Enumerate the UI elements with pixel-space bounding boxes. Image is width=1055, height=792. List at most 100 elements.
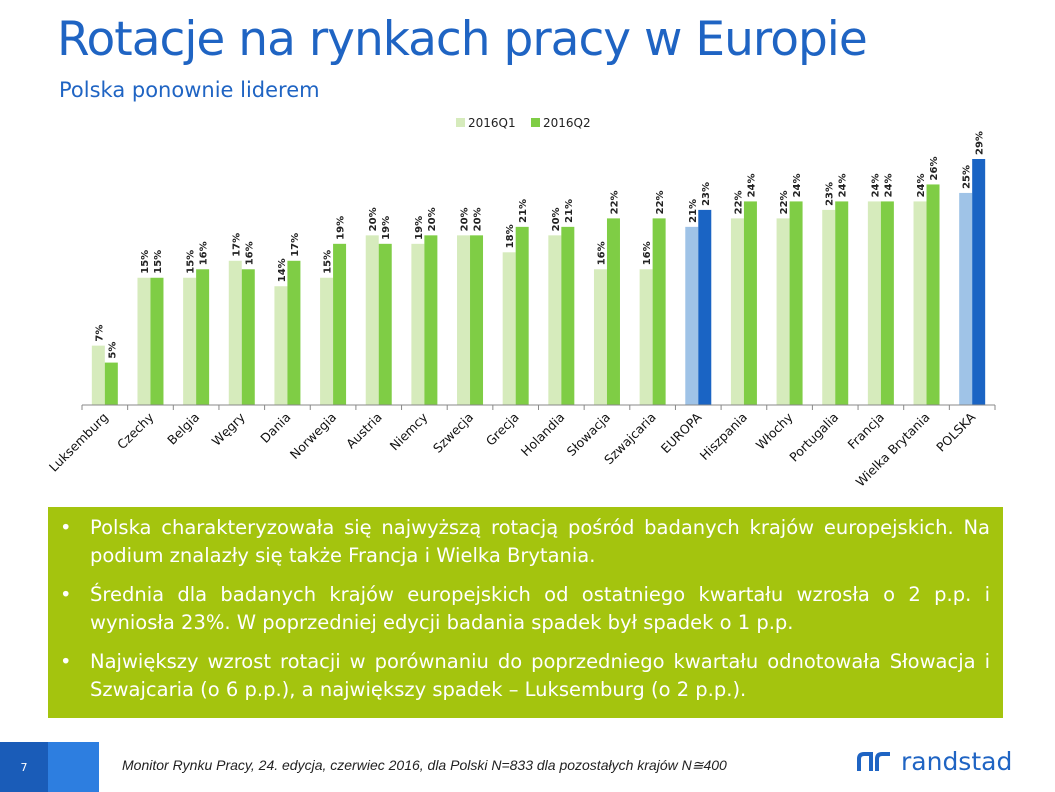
category-label: Francja (845, 410, 887, 452)
data-label: 16% (642, 241, 653, 265)
data-label: 19% (381, 216, 392, 240)
legend-label-q2: 2016Q2 (543, 116, 591, 130)
data-label: 22% (733, 190, 744, 214)
data-label: 24% (746, 173, 757, 197)
bar-2016q1 (365, 235, 379, 405)
data-label: 21% (688, 199, 699, 223)
data-label: 24% (883, 173, 894, 197)
data-label: 22% (779, 190, 790, 214)
bar-2016q2 (698, 209, 712, 405)
bar-2016q1 (959, 192, 973, 405)
bar-2016q1 (228, 260, 242, 405)
category-label: Czechy (114, 409, 157, 452)
data-label: 16% (199, 241, 210, 265)
summary-text: Polska charakteryzowała się najwyższą ro… (90, 516, 990, 567)
category-label: Dania (257, 410, 293, 446)
bar-2016q1 (822, 209, 836, 405)
bar-2016q2 (743, 201, 757, 405)
data-label: 7% (94, 325, 105, 342)
bar-2016q2 (333, 243, 347, 405)
bar-2016q1 (274, 286, 288, 405)
bar-2016q1 (593, 269, 607, 405)
data-label: 16% (244, 241, 255, 265)
bar-2016q2 (880, 201, 894, 405)
category-label: Belgia (164, 410, 202, 448)
data-label: 23% (701, 182, 712, 206)
bullet-icon: • (60, 650, 72, 673)
category-label: Hiszpania (697, 410, 750, 463)
footer-accent (48, 742, 99, 792)
bar-2016q2 (424, 235, 438, 405)
data-label: 19% (414, 216, 425, 240)
bar-2016q1 (502, 252, 516, 405)
bar-2016q2 (104, 362, 118, 405)
data-label: 15% (153, 250, 164, 274)
category-label: Austria (343, 410, 385, 452)
data-label: 29% (975, 131, 986, 155)
legend-swatch-q1 (456, 118, 465, 127)
bar-2016q1 (639, 269, 653, 405)
bar-2016q2 (789, 201, 803, 405)
bar-2016q1 (548, 235, 562, 405)
bar-2016q1 (685, 226, 699, 405)
bar-2016q1 (411, 243, 425, 405)
legend-label-q1: 2016Q1 (468, 116, 516, 130)
data-label: 24% (838, 173, 849, 197)
category-label: Holandia (518, 410, 568, 460)
randstad-logo-icon (857, 751, 890, 771)
data-label: 21% (564, 199, 575, 223)
summary-text: Największy wzrost rotacji w porównaniu d… (90, 650, 990, 701)
page-title: Rotacje na rynkach pracy w Europie (57, 12, 868, 67)
logo-text: randstad (901, 747, 1013, 776)
data-label: 23% (825, 182, 836, 206)
data-label: 22% (609, 190, 620, 214)
data-label: 22% (655, 190, 666, 214)
data-label: 15% (140, 250, 151, 274)
bar-2016q2 (241, 269, 255, 405)
bar-2016q2 (378, 243, 392, 405)
data-label: 5% (107, 342, 118, 359)
bar-2016q2 (196, 269, 210, 405)
page-number: 7 (0, 742, 48, 792)
bar-2016q1 (457, 235, 471, 405)
category-label: EUROPA (658, 409, 705, 456)
data-label: 19% (336, 216, 347, 240)
page-subtitle: Polska ponownie liderem (59, 78, 320, 102)
bar-2016q2 (150, 277, 164, 405)
data-label: 21% (518, 199, 529, 223)
data-label: 20% (427, 207, 438, 231)
bar-2016q2 (287, 260, 301, 405)
bar-2016q2 (835, 201, 849, 405)
bar-2016q1 (183, 277, 197, 405)
bar-2016q1 (776, 218, 790, 405)
data-label: 18% (505, 224, 516, 248)
bar-2016q1 (137, 277, 151, 405)
bar-2016q1 (320, 277, 334, 405)
bullet-icon: • (60, 583, 72, 606)
bar-2016q2 (606, 218, 620, 405)
bar-2016q2 (561, 226, 575, 405)
bar-2016q1 (91, 345, 105, 405)
category-label: Portugalia (786, 410, 841, 465)
category-label: POLSKA (933, 409, 978, 454)
category-label: Grecja (483, 410, 522, 449)
bar-2016q2 (515, 226, 529, 405)
data-label: 25% (962, 165, 973, 189)
data-label: 20% (368, 207, 379, 231)
category-label: Węgry (209, 409, 249, 449)
bar-2016q1 (913, 201, 927, 405)
data-label: 20% (473, 207, 484, 231)
data-label: 15% (186, 250, 197, 274)
summary-box: • Polska charakteryzowała się najwyższą r… (48, 507, 1003, 718)
bar-2016q2 (972, 159, 986, 405)
data-label: 24% (916, 173, 927, 197)
bar-2016q1 (730, 218, 744, 405)
bar-2016q2 (652, 218, 666, 405)
summary-text: Średnia dla badanych krajów europejskich… (90, 583, 990, 634)
data-label: 17% (290, 233, 301, 257)
bar-2016q2 (926, 184, 940, 405)
data-label: 16% (596, 241, 607, 265)
data-label: 24% (792, 173, 803, 197)
summary-item: • Średnia dla badanych krajów europejskic… (60, 581, 990, 637)
